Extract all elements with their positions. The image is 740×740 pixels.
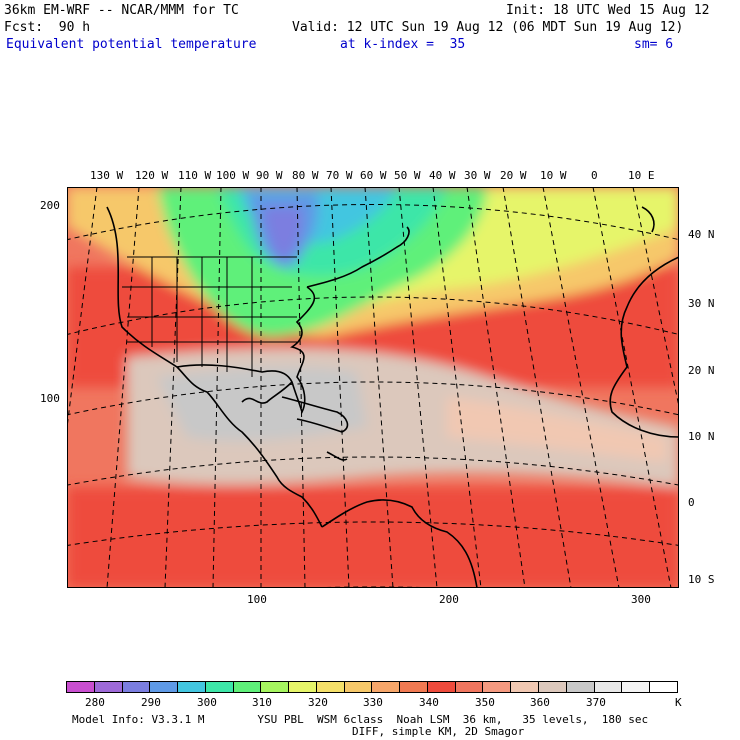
colorbar-swatch xyxy=(261,682,290,692)
colorbar-swatch xyxy=(650,682,677,692)
colorbar-label: 290 xyxy=(141,696,161,709)
colorbar-swatch xyxy=(483,682,512,692)
theta-e-map xyxy=(67,187,679,588)
colorbar-label: 340 xyxy=(419,696,439,709)
valid-time: Valid: 12 UTC Sun 19 Aug 12 (06 MDT Sun … xyxy=(292,20,684,35)
lat-label: 0 xyxy=(688,496,695,509)
colorbar-label: 310 xyxy=(252,696,272,709)
colorbar-swatch xyxy=(566,682,595,692)
grid-y-label: 200 xyxy=(40,199,60,212)
colorbar-swatch xyxy=(372,682,401,692)
lon-label: 60 W xyxy=(360,169,387,182)
lon-label: 0 xyxy=(591,169,598,182)
init-time: Init: 18 UTC Wed 15 Aug 12 xyxy=(506,3,710,18)
colorbar-swatch xyxy=(233,682,262,692)
colorbar-label: 280 xyxy=(85,696,105,709)
smoothing-label: sm= 6 xyxy=(634,37,674,52)
lat-label: 10 S xyxy=(688,573,715,586)
colorbar-swatch xyxy=(622,682,651,692)
grid-x-label: 300 xyxy=(631,593,651,606)
field-name: Equivalent potential temperature xyxy=(6,37,257,52)
colorbar-swatch xyxy=(594,682,623,692)
lon-label: 40 W xyxy=(429,169,456,182)
model-info: Model Info: V3.3.1 M YSU PBL WSM 6class … xyxy=(72,713,649,726)
colorbar-label: 370 xyxy=(586,696,606,709)
colorbar-unit: K xyxy=(675,696,682,709)
lon-label: 100 W xyxy=(216,169,250,182)
grid-x-label: 100 xyxy=(247,593,267,606)
colorbar-swatch xyxy=(205,682,234,692)
colorbar-swatch xyxy=(178,682,206,692)
model-title: 36km EM-WRF -- NCAR/MMM for TC xyxy=(4,3,239,18)
colorbar-swatch xyxy=(427,682,456,692)
level-label: at k-index = 35 xyxy=(340,37,466,52)
colorbar-label: 330 xyxy=(363,696,383,709)
colorbar-swatch xyxy=(539,682,567,692)
lon-label: 20 W xyxy=(500,169,527,182)
lon-label: 30 W xyxy=(464,169,491,182)
colorbar-swatch xyxy=(455,682,484,692)
lon-label: 10 E xyxy=(628,169,655,182)
colorbar-swatch xyxy=(94,682,123,692)
lat-label: 30 N xyxy=(688,297,715,310)
grid-x-label: 200 xyxy=(439,593,459,606)
lon-label: 80 W xyxy=(292,169,319,182)
lat-label: 40 N xyxy=(688,228,715,241)
colorbar-swatch xyxy=(122,682,151,692)
lat-label: 20 N xyxy=(688,364,715,377)
colorbar-label: 360 xyxy=(530,696,550,709)
lon-label: 10 W xyxy=(540,169,567,182)
colorbar-label: 350 xyxy=(475,696,495,709)
colorbar-swatch xyxy=(316,682,345,692)
colorbar-swatch xyxy=(344,682,373,692)
lon-label: 120 W xyxy=(135,169,169,182)
lat-label: 10 N xyxy=(688,430,715,443)
lon-label: 50 W xyxy=(394,169,421,182)
grid-y-label: 100 xyxy=(40,392,60,405)
colorbar-swatch xyxy=(400,682,428,692)
lon-label: 110 W xyxy=(178,169,212,182)
colorbar-swatch xyxy=(289,682,317,692)
colorbar xyxy=(66,681,678,693)
lon-label: 70 W xyxy=(326,169,353,182)
colorbar-swatch xyxy=(150,682,179,692)
colorbar-swatch xyxy=(67,682,95,692)
model-physics: DIFF, simple KM, 2D Smagor xyxy=(352,725,525,738)
colorbar-swatch xyxy=(511,682,540,692)
colorbar-label: 320 xyxy=(308,696,328,709)
forecast-hour: Fcst: 90 h xyxy=(4,20,91,35)
lon-label: 90 W xyxy=(256,169,283,182)
colorbar-label: 300 xyxy=(197,696,217,709)
lon-label: 130 W xyxy=(90,169,124,182)
